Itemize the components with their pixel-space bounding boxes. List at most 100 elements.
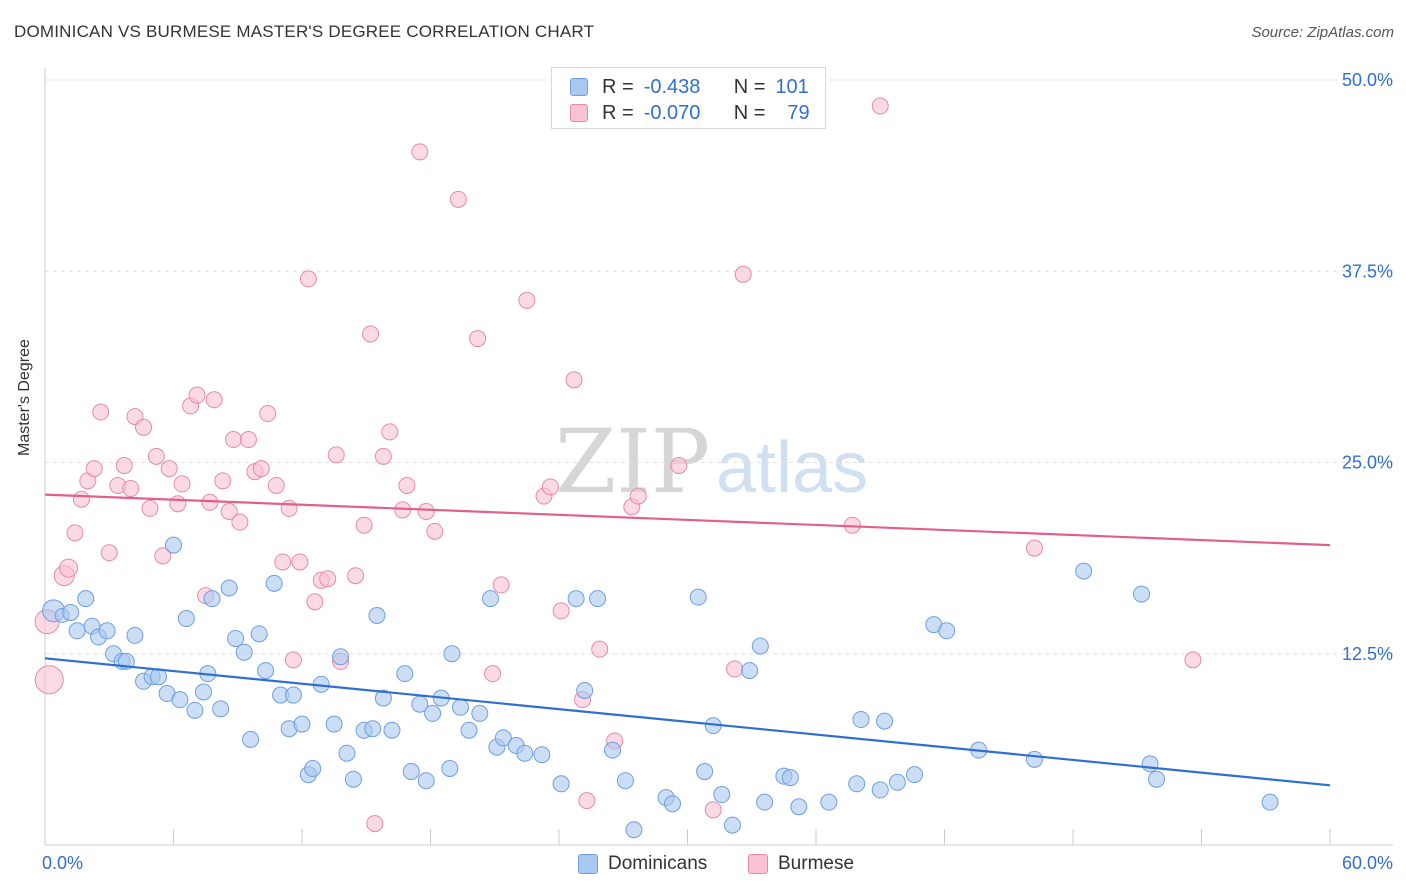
burmese-point xyxy=(347,567,365,585)
dominican-point xyxy=(1141,755,1159,773)
burmese-point xyxy=(306,593,324,611)
burmese-point xyxy=(449,190,467,208)
burmese-point xyxy=(541,478,559,496)
burmese-point xyxy=(34,665,64,695)
dominican-point xyxy=(781,769,799,787)
legend-n-label: N = xyxy=(733,101,766,124)
dominican-point xyxy=(567,590,585,608)
burmese-point xyxy=(160,460,178,478)
dominican-point xyxy=(402,763,420,781)
burmese-point xyxy=(205,391,223,409)
burmese-point xyxy=(214,472,232,490)
tick-labels: 12.5% 25.0% 37.5% 50.0% 0.0% 60.0% xyxy=(42,70,1393,873)
legend-item-burmese: Burmese xyxy=(748,850,854,878)
dominican-point xyxy=(1148,770,1166,788)
dominican-point xyxy=(374,689,392,707)
burmese-point xyxy=(327,446,345,464)
burmese-trend-line xyxy=(44,493,1331,547)
dominican-point xyxy=(126,626,144,644)
legend-n-label: N = xyxy=(733,75,766,98)
burmese-point xyxy=(411,143,429,161)
legend-swatch-dominicans xyxy=(578,854,598,874)
burmese-point xyxy=(629,487,647,505)
dominican-point xyxy=(516,744,534,762)
dominican-point xyxy=(820,793,838,811)
burmese-point xyxy=(670,457,688,475)
chart-title: DOMINICAN VS BURMESE MASTER'S DEGREE COR… xyxy=(14,22,595,41)
dominican-point xyxy=(696,763,714,781)
burmese-point xyxy=(552,602,570,620)
dominican-point xyxy=(364,720,382,738)
legend-row-burmese: R = -0.070 N = 79 xyxy=(570,100,810,126)
legend-item-dominicans: Dominicans xyxy=(578,850,707,878)
legend-label-burmese: Burmese xyxy=(778,853,855,874)
dominican-point xyxy=(689,588,707,606)
burmese-point xyxy=(591,640,609,658)
dominican-point xyxy=(625,821,643,839)
burmese-point xyxy=(72,490,90,508)
burmese-point xyxy=(284,651,302,669)
dominican-point xyxy=(293,715,311,733)
burmese-point xyxy=(239,431,257,449)
dominican-point xyxy=(790,798,808,816)
burmese-point xyxy=(374,447,392,465)
dominican-point xyxy=(62,603,80,621)
dominican-point xyxy=(1025,750,1043,768)
burmese-point xyxy=(704,801,722,819)
burmese-point xyxy=(59,558,79,578)
dominican-point xyxy=(344,770,362,788)
burmese-point xyxy=(398,476,416,494)
legend-swatch-burmese xyxy=(570,104,588,122)
watermark: ZIP atlas xyxy=(555,410,868,513)
burmese-point xyxy=(224,431,242,449)
dominican-point xyxy=(424,704,442,722)
burmese-point xyxy=(1184,651,1202,669)
burmese-point xyxy=(871,97,889,115)
burmese-point xyxy=(734,265,752,283)
burmese-point xyxy=(726,660,744,678)
dominican-point xyxy=(1133,585,1151,603)
dominican-point xyxy=(227,629,245,647)
dominican-point xyxy=(396,665,414,683)
dominican-point xyxy=(325,715,343,733)
burmese-point xyxy=(355,516,373,534)
dominican-point xyxy=(852,711,870,729)
dominican-point xyxy=(441,760,459,777)
dominican-point xyxy=(713,786,731,804)
dominican-point xyxy=(1261,793,1279,811)
legend-label-dominicans: Dominicans xyxy=(608,853,708,874)
grid xyxy=(45,79,1393,655)
burmese-point xyxy=(85,460,103,478)
dominican-point xyxy=(460,721,478,739)
burmese-points xyxy=(34,97,1202,833)
legend-row-dominican: R = -0.438 N = 101 xyxy=(570,74,809,100)
dominican-point xyxy=(471,704,489,722)
dominican-point xyxy=(451,698,469,716)
dominican-point xyxy=(177,610,195,628)
dominican-point xyxy=(871,781,889,799)
burmese-point xyxy=(484,665,502,683)
dominican-point xyxy=(741,662,759,680)
burmese-point xyxy=(362,325,380,343)
burmese-point xyxy=(173,475,191,493)
dominican-point xyxy=(576,681,594,699)
dominican-point xyxy=(203,590,221,608)
burmese-point xyxy=(274,553,292,571)
legend-r-label: R = xyxy=(602,75,634,98)
y-tick-label: 12.5% xyxy=(1342,644,1393,664)
legend-swatch-burmese xyxy=(748,854,768,874)
burmese-point xyxy=(154,547,172,565)
burmese-point xyxy=(366,815,384,833)
y-tick-label: 50.0% xyxy=(1342,70,1393,90)
burmese-point xyxy=(115,457,133,475)
dominican-point xyxy=(194,683,212,701)
dominican-point xyxy=(552,775,570,793)
dominican-point xyxy=(265,574,283,592)
dominican-point xyxy=(664,795,682,813)
dominican-point xyxy=(186,701,204,719)
dominican-point xyxy=(756,793,774,811)
chart-source: Source: ZipAtlas.com xyxy=(1251,24,1394,41)
burmese-point xyxy=(135,418,153,436)
burmese-point xyxy=(291,553,309,571)
